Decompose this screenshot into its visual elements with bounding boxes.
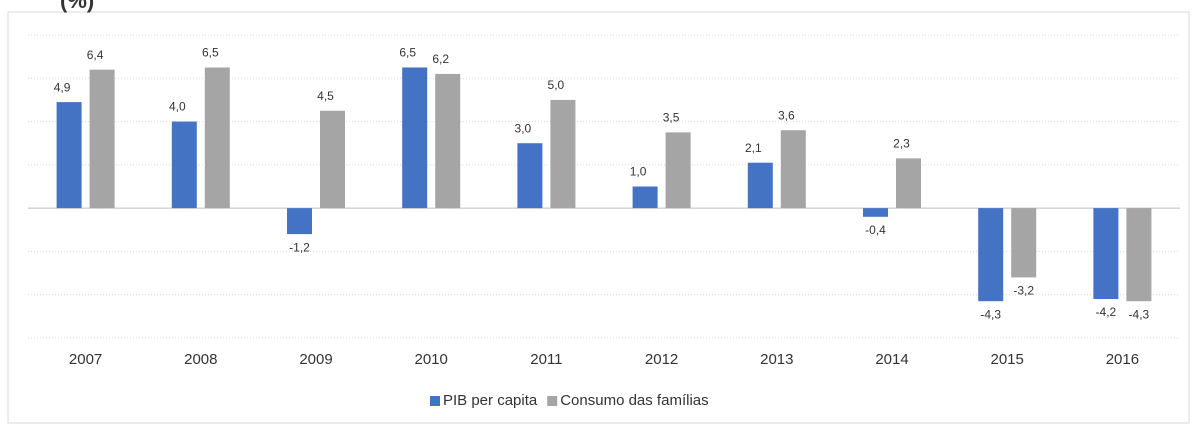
value-label: 2,1 [745,141,762,155]
bar [665,132,691,209]
bar [89,69,115,209]
value-label: -4,2 [1096,305,1117,319]
bar [1011,208,1037,278]
x-tick-label: 2013 [760,351,793,368]
x-tick-label: 2015 [991,351,1024,368]
value-label: 4,5 [317,89,334,103]
bar [747,162,773,209]
legend-label: PIB per capita [443,392,538,409]
value-label: -1,2 [289,240,310,254]
x-tick-label: 2012 [645,351,678,368]
bar [435,73,461,209]
bar [517,143,543,209]
value-label: 3,0 [515,121,532,135]
bar [978,208,1004,302]
legend-swatch [430,396,440,406]
value-label: -4,3 [980,307,1001,321]
value-label: 4,0 [169,100,186,114]
chart-title: (%) [60,0,94,13]
bar [171,121,197,209]
bar [402,67,428,209]
x-tick-label: 2014 [875,351,908,368]
value-label: 3,6 [778,108,795,122]
bar [863,208,888,217]
x-tick-label: 2010 [415,351,448,368]
value-label: 5,0 [548,78,565,92]
value-label: 6,5 [399,46,416,60]
bar [1126,208,1152,302]
bar [780,130,806,209]
bar [632,186,658,209]
x-tick-label: 2008 [184,351,217,368]
x-tick-label: 2009 [299,351,332,368]
bar [204,67,230,209]
bar [320,110,345,209]
legend-label: Consumo das famílias [560,392,708,409]
value-label: -0,4 [865,223,886,237]
bar [550,99,576,209]
value-label: 1,0 [630,165,647,179]
x-tick-label: 2011 [530,351,562,368]
bar [287,208,312,235]
value-label: 2,3 [893,137,910,151]
bar [1093,208,1119,300]
value-label: 4,9 [54,80,71,94]
value-label: 3,5 [663,111,680,125]
bar [896,158,921,209]
value-label: 6,5 [202,46,219,60]
bar [56,102,82,209]
value-label: 6,2 [432,52,449,66]
value-label: -4,3 [1129,307,1150,321]
x-tick-label: 2016 [1106,351,1139,368]
value-label: 6,4 [87,48,104,62]
x-tick-label: 2007 [69,351,102,368]
legend-swatch [547,396,558,406]
value-label: -3,2 [1013,284,1034,298]
